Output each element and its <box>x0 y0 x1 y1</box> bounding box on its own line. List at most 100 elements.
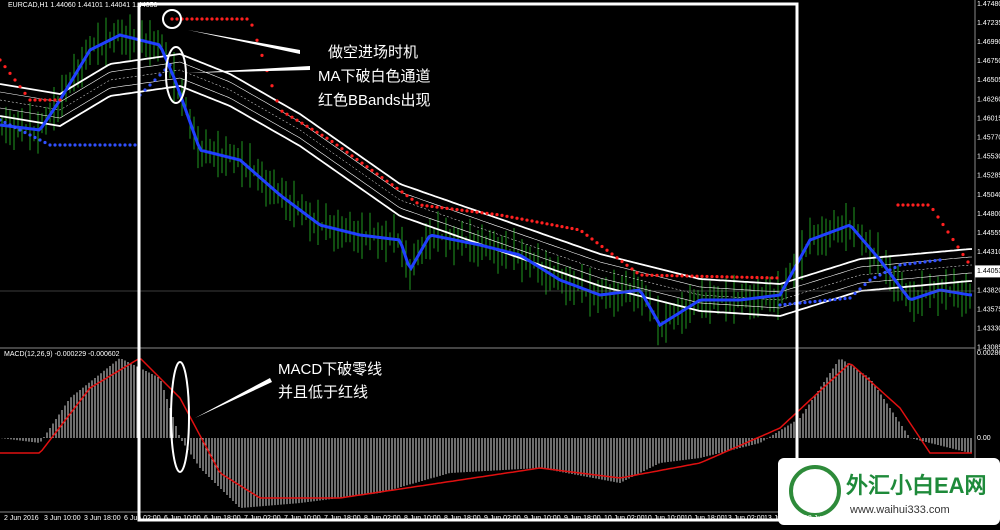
indicator-dot <box>540 221 544 225</box>
indicator-dot <box>275 99 279 103</box>
time-label: 6 Jun 02:00 <box>124 515 161 522</box>
indicator-dot <box>888 268 892 272</box>
price-label: 1.43085 <box>977 345 1000 352</box>
indicator-dot <box>951 237 955 242</box>
indicator-dot <box>670 274 674 278</box>
indicator-dot <box>153 78 157 82</box>
price-label: 1.43575 <box>977 306 1000 313</box>
indicator-dot <box>788 302 792 306</box>
indicator-dot <box>295 118 299 122</box>
indicator-dot <box>33 135 37 140</box>
indicator-dot <box>18 85 22 89</box>
indicator-dot <box>966 260 970 264</box>
indicator-dot <box>58 98 62 102</box>
indicator-dot <box>765 276 769 280</box>
time-label: 8 Jun 10:00 <box>404 515 441 522</box>
indicator-dot <box>158 73 162 77</box>
indicator-dot <box>305 124 309 128</box>
indicator-dot <box>555 224 559 228</box>
highlight-ellipse <box>170 361 190 473</box>
indicator-dot <box>928 259 932 263</box>
indicator-dot <box>190 17 194 21</box>
time-label: 7 Jun 18:00 <box>324 515 361 522</box>
indicator-dot <box>88 143 92 147</box>
indicator-dot <box>8 71 12 75</box>
indicator-dot <box>375 172 379 176</box>
plot-layer <box>0 14 973 508</box>
indicator-dot <box>610 252 614 256</box>
indicator-dot <box>113 143 117 147</box>
indicator-dot <box>335 143 339 147</box>
indicator-dot <box>923 260 927 264</box>
indicator-dot <box>143 88 147 92</box>
indicator-dot <box>798 301 802 305</box>
indicator-dot <box>8 123 12 127</box>
indicator-dot <box>93 143 97 147</box>
indicator-dot <box>730 275 734 279</box>
indicator-dot <box>270 84 274 88</box>
time-label: 10 Jun 18:00 <box>684 515 725 522</box>
price-label: 1.46990 <box>977 39 1000 46</box>
indicator-dot <box>530 219 534 223</box>
indicator-dot <box>913 261 917 265</box>
indicator-dot <box>225 17 229 21</box>
indicator-dot <box>205 17 209 21</box>
indicator-dot <box>250 23 254 27</box>
annotation: 做空进场时机 <box>328 44 418 61</box>
indicator-dot <box>68 143 72 147</box>
indicator-dot <box>3 120 7 125</box>
indicator-dot <box>195 17 199 21</box>
time-label: 7 Jun 02:00 <box>244 515 281 522</box>
indicator-dot <box>565 225 569 230</box>
price-label: 1.43330 <box>977 326 1000 333</box>
indicator-dot <box>926 203 930 207</box>
time-label: 6 Jun 10:00 <box>164 515 201 522</box>
indicator-dot <box>230 17 234 21</box>
time-label: 2 Jun 2016 <box>4 515 39 522</box>
indicator-dot <box>828 298 832 302</box>
macd-signal <box>0 358 972 499</box>
macd-label: 0.00 <box>977 435 991 442</box>
indicator-dot <box>823 298 827 303</box>
indicator-dot <box>0 58 2 62</box>
indicator-dot <box>240 17 244 21</box>
indicator-dot <box>745 275 749 279</box>
indicator-dot <box>813 299 817 304</box>
indicator-dot <box>630 267 634 271</box>
indicator-dot <box>440 206 444 210</box>
indicator-dot <box>903 262 907 266</box>
indicator-dot <box>550 223 554 227</box>
indicator-dot <box>460 208 464 212</box>
indicator-dot <box>570 226 574 231</box>
indicator-dot <box>873 275 877 280</box>
indicator-dot <box>485 211 489 215</box>
indicator-dot <box>893 265 897 270</box>
indicator-dot <box>911 203 915 207</box>
indicator-dot <box>450 207 454 211</box>
indicator-dot <box>435 205 439 209</box>
price-label: 1.45530 <box>977 154 1000 161</box>
indicator-dot <box>495 213 499 217</box>
indicator-dot <box>585 233 589 237</box>
highlight-circle <box>162 9 182 29</box>
price-label: 1.47235 <box>977 20 1000 27</box>
indicator-dot <box>350 154 354 158</box>
indicator-dot <box>868 278 872 282</box>
indicator-dot <box>931 207 935 212</box>
indicator-dot <box>898 263 902 267</box>
indicator-dot <box>725 275 729 279</box>
indicator-dot <box>896 203 900 207</box>
annotation: MA下破白色通道 <box>318 68 431 85</box>
indicator-dot <box>28 98 32 102</box>
indicator-dot <box>285 112 289 116</box>
indicator-dot <box>103 143 107 147</box>
indicator-dot <box>615 256 619 260</box>
time-label: 13 Jun 02:00 <box>724 515 765 522</box>
price-label: 1.44053 <box>977 268 1000 275</box>
indicator-dot <box>665 273 669 278</box>
price-label: 1.46260 <box>977 96 1000 103</box>
indicator-dot <box>475 210 479 214</box>
indicator-dot <box>215 17 219 21</box>
indicator-dot <box>320 133 324 137</box>
